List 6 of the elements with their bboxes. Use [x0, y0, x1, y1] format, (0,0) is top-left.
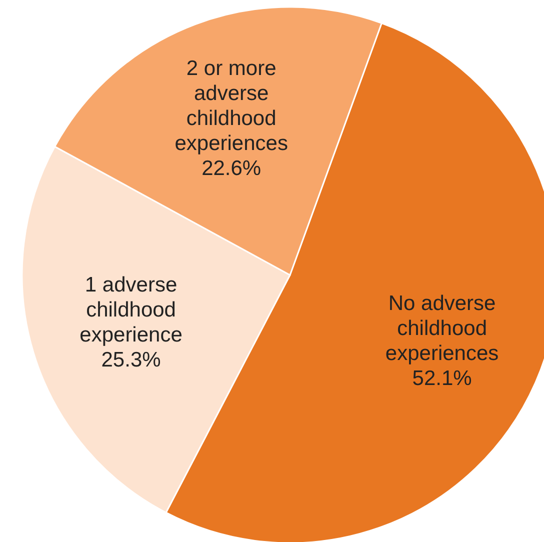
slice-label: 2 or more adverse childhood experiences	[174, 57, 288, 156]
data-label: 25.3%	[101, 348, 161, 372]
slice-label: 1 adverse childhood experience	[80, 273, 182, 346]
data-label: 52.1%	[412, 367, 472, 390]
data-label: 22.6%	[202, 157, 262, 180]
slice-label: No adverse childhood experiences	[385, 292, 499, 366]
